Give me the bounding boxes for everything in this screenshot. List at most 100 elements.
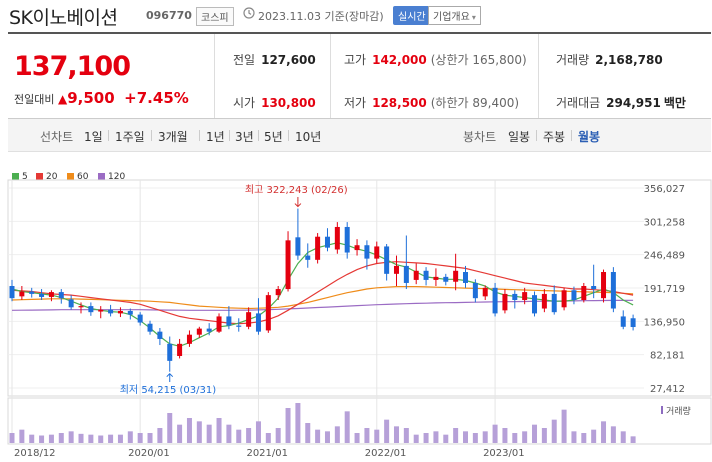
volume-bar — [315, 429, 321, 443]
divider — [199, 130, 200, 141]
stock-header: SK이노베이션 096770 코스피 2023.11.03 기준(장마감) 실시… — [0, 0, 712, 32]
line-chart-label: 선차트 — [40, 130, 74, 144]
candle-body — [236, 325, 242, 327]
candle-body — [522, 292, 528, 301]
candle-body — [532, 295, 538, 314]
volume-bar — [68, 431, 74, 443]
tab-daily[interactable]: 일봉 — [508, 130, 531, 144]
y-tick-label: 27,412 — [650, 384, 685, 395]
stock-code: 096770 — [146, 9, 192, 22]
market-badge: 코스피 — [196, 7, 234, 26]
volume-bar — [601, 421, 607, 443]
candle-body — [581, 286, 587, 301]
tab-1d[interactable]: 1일 — [84, 130, 103, 144]
candle-body — [68, 299, 74, 308]
tab-1w[interactable]: 1주일 — [115, 130, 145, 144]
candlestick-chart[interactable]: 356,027 301,258 246,489 191,719 136,950 82,18… — [0, 160, 712, 462]
volume-bar — [98, 435, 104, 443]
ma60-line — [11, 286, 634, 310]
candle-body — [492, 287, 498, 314]
volume-bar — [512, 433, 518, 443]
tab-1y[interactable]: 1년 — [206, 130, 225, 144]
volume-bar — [334, 426, 340, 443]
legend-ma60: 60 — [67, 172, 88, 182]
ma5-line — [11, 242, 634, 347]
candle-body — [423, 270, 429, 280]
volume-bar — [147, 433, 153, 443]
realtime-button[interactable]: 실시간 — [393, 6, 431, 25]
company-overview-label: 기업개요 — [433, 12, 470, 23]
y-tick-label: 82,181 — [650, 351, 685, 362]
volume-bar — [206, 424, 212, 443]
candle-chart-label: 봉차트 — [463, 130, 497, 144]
candle-body — [403, 265, 409, 283]
candle-body — [216, 316, 222, 332]
candle-body — [127, 310, 133, 315]
volume-bar — [443, 434, 449, 443]
volume-bar — [196, 421, 202, 443]
chart-tabs: 선차트 1일 1주일 3개월 1년 3년 5년 10년 봉차트 일봉 주봉 월봉 — [8, 119, 711, 152]
low-annotation: 최저 54,215 (03/31) — [120, 384, 216, 396]
candle-body — [295, 237, 301, 256]
candle-body — [246, 312, 252, 327]
tab-3y[interactable]: 3년 — [235, 130, 254, 144]
tab-3m[interactable]: 3개월 — [158, 130, 188, 144]
volume-bar — [374, 429, 380, 443]
company-overview-dropdown[interactable]: 기업개요 ▾ — [428, 6, 481, 25]
volume-bar — [39, 435, 45, 443]
candle-body — [98, 309, 104, 312]
legend-ma120: 120 — [98, 172, 125, 182]
volume-bar — [393, 426, 399, 443]
candle-body — [393, 265, 399, 274]
volume-bar — [413, 434, 419, 443]
candle-body — [58, 292, 64, 299]
tab-10y[interactable]: 10년 — [295, 130, 322, 144]
volume-bar — [29, 434, 35, 443]
candle-body — [315, 236, 321, 260]
volume-bar — [354, 433, 360, 443]
tab-weekly[interactable]: 주봉 — [543, 130, 566, 144]
volume-label: 거래량 — [666, 405, 691, 417]
stock-name: SK이노베이션 — [9, 7, 118, 29]
volume-bar — [541, 428, 547, 443]
current-price: 137,100 — [14, 51, 131, 82]
volume-bar — [561, 409, 567, 443]
candle-body — [561, 290, 567, 308]
volume-bar — [620, 431, 626, 443]
candle-body — [571, 290, 577, 301]
candle-body — [374, 246, 380, 259]
divider — [151, 130, 152, 141]
prev-close: 전일 127,600 — [233, 53, 316, 67]
volume-bar — [157, 428, 163, 443]
price-change: 전일대비 ▲9,500 +7.45% — [14, 89, 189, 107]
divider — [214, 34, 215, 118]
change-label: 전일대비 — [14, 93, 55, 106]
volume: 거래량 2,168,780 — [556, 53, 663, 67]
candle-body — [137, 314, 143, 323]
up-arrow-icon — [166, 372, 174, 382]
volume-bar — [463, 431, 469, 443]
candle-body — [512, 293, 518, 301]
volume-bar — [19, 429, 25, 443]
volume-bar — [472, 433, 478, 443]
ma20-line — [11, 261, 634, 325]
candle-body — [275, 289, 281, 296]
y-tick-label: 136,950 — [644, 317, 685, 328]
y-tick-label: 191,719 — [644, 284, 685, 295]
divider — [571, 130, 572, 141]
candle-body — [482, 287, 488, 297]
volume-bar — [78, 433, 84, 443]
candle-body — [354, 245, 360, 251]
volume-bar — [275, 428, 281, 443]
open-price: 시가 130,800 — [233, 96, 316, 110]
change-value: 9,500 — [67, 89, 115, 107]
candle-body — [472, 282, 478, 299]
tab-monthly[interactable]: 월봉 — [578, 130, 601, 144]
legend-ma5: 5 — [12, 172, 28, 182]
candle-body — [344, 226, 350, 253]
candle-body — [117, 310, 123, 314]
divider — [330, 34, 331, 118]
candle-body — [39, 293, 45, 297]
volume-bar — [324, 431, 330, 443]
tab-5y[interactable]: 5년 — [264, 130, 283, 144]
